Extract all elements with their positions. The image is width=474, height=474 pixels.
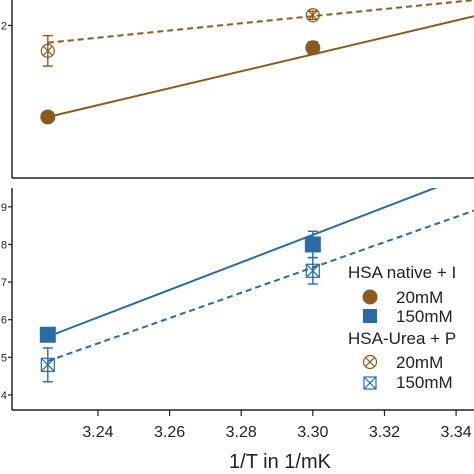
axis-ticks: .2 4 5 6 7 8 9 3.24 3.26 3.28 3.30 3.32 3.34	[0, 20, 472, 441]
x-tick-label: 3.26	[154, 424, 185, 441]
data-point	[39, 326, 56, 343]
x-tick-label: 3.24	[82, 424, 113, 441]
x-tick-label: 3.30	[297, 424, 328, 441]
y-tick-label: .2	[0, 20, 7, 32]
data-point	[305, 8, 320, 23]
data-point	[40, 109, 56, 125]
y-tick-label: 6	[1, 315, 7, 327]
data-point	[304, 236, 321, 253]
fit-line-bottom-panel-1	[47, 209, 474, 363]
legend-label-native-150mm: 150mM	[396, 307, 453, 326]
fit-line-bottom-panel-0	[47, 188, 438, 338]
y-tick-label: 7	[1, 277, 7, 289]
bottom-panel-plot-area	[39, 188, 474, 383]
legend-label-native-20mm: 20mM	[396, 288, 443, 307]
legend: HSA native + I 20mM 150mM HSA-Urea + P 2…	[348, 263, 456, 392]
legend-marker-urea-20mm	[362, 354, 378, 370]
data-point	[305, 40, 321, 56]
legend-marker-native-150mm	[363, 309, 377, 323]
fit-line-top-panel-1	[47, 0, 474, 44]
top-panel-plot-area	[40, 0, 474, 125]
legend-marker-native-20mm	[362, 289, 378, 305]
y-tick-label: 4	[1, 390, 7, 402]
legend-group2-title: HSA-Urea + P	[348, 329, 456, 348]
x-tick-label: 3.32	[369, 424, 400, 441]
x-tick-label: 3.28	[226, 424, 257, 441]
y-tick-label: 5	[1, 352, 7, 364]
y-tick-label: 8	[1, 239, 7, 251]
legend-group1-title: HSA native + I	[348, 263, 456, 282]
x-axis-label: 1/T in 1/mK	[229, 451, 332, 473]
data-point	[40, 43, 55, 58]
fit-line-top-panel-0	[47, 15, 474, 118]
legend-label-urea-150mm: 150mM	[396, 373, 453, 392]
legend-marker-urea-150mm	[363, 376, 377, 390]
x-tick-label: 3.34	[441, 424, 472, 441]
legend-label-urea-20mm: 20mM	[396, 353, 443, 372]
y-tick-label: 9	[1, 202, 7, 214]
data-point	[305, 263, 320, 278]
data-point	[40, 357, 55, 372]
